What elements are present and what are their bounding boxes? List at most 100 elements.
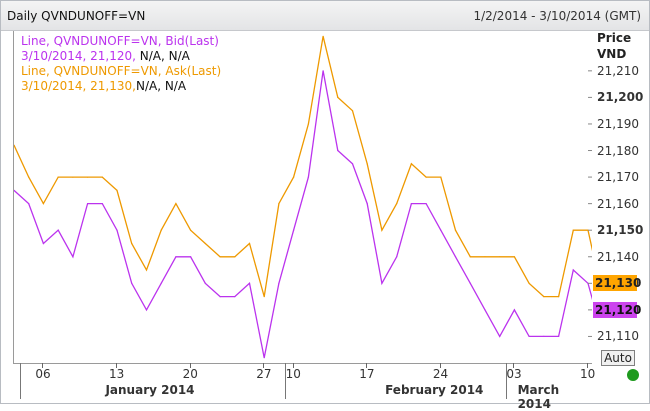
- legend-bid-label: Line, QVNDUNOFF=VN, Bid(Last): [21, 34, 219, 48]
- data-point-bid: [57, 229, 59, 231]
- data-point-ask: [410, 163, 412, 165]
- data-point-ask: [307, 123, 309, 125]
- data-point-ask: [440, 176, 442, 178]
- data-point-bid: [145, 309, 148, 311]
- data-point-ask: [131, 242, 133, 245]
- data-point-bid: [175, 256, 177, 258]
- data-point-ask: [381, 229, 383, 231]
- data-point-bid: [572, 269, 574, 271]
- data-point-ask: [42, 203, 44, 205]
- legend-ask-label: Line, QVNDUNOFF=VN, Ask(Last): [21, 64, 222, 78]
- data-point-ask: [499, 256, 501, 258]
- legend-bid-na: N/A, N/A: [135, 49, 190, 63]
- data-point-ask: [204, 242, 206, 245]
- date-range: 1/2/2014 - 3/10/2014 (GMT): [473, 9, 641, 23]
- data-point-bid: [293, 229, 295, 231]
- data-point-ask: [558, 296, 560, 298]
- y-tick-label: 21,160: [597, 196, 639, 211]
- x-axis: 06 13 20 27 10 17 24 03 10 January 2014 February 2…: [13, 363, 595, 411]
- series-line-ask: [14, 36, 592, 298]
- plot-area[interactable]: [13, 31, 592, 364]
- chart-header: Daily QVNDUNOFF=VN 1/2/2014 - 3/10/2014 …: [1, 1, 649, 31]
- month-separator: [506, 363, 508, 399]
- data-point-ask: [234, 256, 236, 258]
- data-point-bid: [42, 242, 44, 245]
- x-month-label: February 2014: [385, 383, 484, 397]
- data-point-ask: [366, 163, 368, 165]
- auto-scale-button[interactable]: Auto: [601, 350, 635, 366]
- data-point-ask: [248, 242, 251, 245]
- x-tick-mark: [116, 363, 118, 368]
- y-axis-title-price: Price: [597, 31, 632, 45]
- x-tick-label: 17: [359, 367, 375, 381]
- data-point-bid: [28, 203, 30, 205]
- data-point-bid: [72, 256, 74, 258]
- x-tick-label: 06: [35, 367, 51, 381]
- data-point-bid: [14, 189, 15, 191]
- data-point-ask: [337, 96, 339, 98]
- bid-last-tag: 21,120: [593, 301, 642, 318]
- x-tick-label: 10: [285, 367, 301, 381]
- data-point-bid: [278, 282, 280, 284]
- legend-ask-na: N/A, N/A: [135, 79, 187, 93]
- y-tick-label: 21,140: [597, 249, 639, 264]
- data-point-bid: [484, 309, 486, 311]
- y-axis-title-currency: VND: [597, 47, 627, 61]
- data-point-bid: [410, 203, 412, 205]
- x-tick-mark: [587, 363, 588, 368]
- data-point-bid: [351, 163, 354, 165]
- data-point-ask: [72, 176, 74, 178]
- status-indicator-icon[interactable]: [627, 369, 639, 381]
- data-point-ask: [543, 296, 545, 298]
- data-point-bid: [543, 335, 545, 337]
- data-point-ask: [160, 229, 162, 231]
- data-point-bid: [248, 282, 251, 284]
- data-point-bid: [454, 256, 457, 258]
- data-point-ask: [87, 176, 89, 178]
- y-tick-label: 21,150: [597, 223, 644, 238]
- x-tick-mark: [366, 363, 368, 368]
- x-month-label: March 2014: [517, 383, 560, 411]
- y-tick-label: 21,200: [597, 90, 644, 105]
- legend-bid-value: 3/10/2014, 21,120,: [21, 49, 136, 63]
- data-point-bid: [337, 149, 339, 152]
- month-separator: [285, 363, 287, 399]
- data-point-ask: [469, 256, 471, 258]
- data-point-bid: [234, 296, 236, 298]
- x-tick-mark: [292, 363, 294, 368]
- data-point-ask: [293, 176, 295, 178]
- data-point-bid: [513, 309, 515, 311]
- data-point-ask: [572, 229, 574, 231]
- legend-bid-row: 3/10/2014, 21,120, N/A, N/A: [21, 49, 190, 64]
- x-month-label: January 2014: [105, 383, 195, 397]
- data-point-bid: [204, 282, 206, 284]
- chart-title: Daily QVNDUNOFF=VN: [7, 9, 146, 23]
- legend-ask-value: 3/10/2014, 21,130,: [21, 79, 136, 93]
- data-point-ask: [145, 269, 148, 271]
- data-point-ask: [263, 296, 265, 298]
- data-point-ask: [175, 203, 177, 205]
- data-point-ask: [396, 203, 398, 205]
- data-point-ask: [57, 176, 59, 178]
- data-point-bid: [307, 176, 309, 178]
- data-point-bid: [366, 203, 368, 205]
- ask-last-tag: 21,130: [593, 275, 642, 292]
- x-tick-label: 13: [109, 367, 125, 381]
- data-point-bid: [131, 282, 133, 284]
- y-tick-label: 21,190: [597, 116, 639, 131]
- data-point-ask: [14, 144, 15, 146]
- series-line-bid: [14, 70, 592, 358]
- data-point-bid: [558, 335, 560, 337]
- data-point-bid: [440, 229, 442, 231]
- x-tick-mark: [189, 363, 191, 368]
- y-tick-label: 21,170: [597, 170, 639, 185]
- x-tick-mark: [263, 363, 265, 368]
- data-point-bid: [160, 282, 162, 284]
- x-tick-mark: [439, 363, 441, 368]
- x-tick-mark: [513, 363, 515, 368]
- data-point-bid: [190, 256, 192, 258]
- data-point-ask: [454, 229, 457, 231]
- x-tick-mark: [42, 363, 44, 368]
- data-point-ask: [513, 256, 515, 258]
